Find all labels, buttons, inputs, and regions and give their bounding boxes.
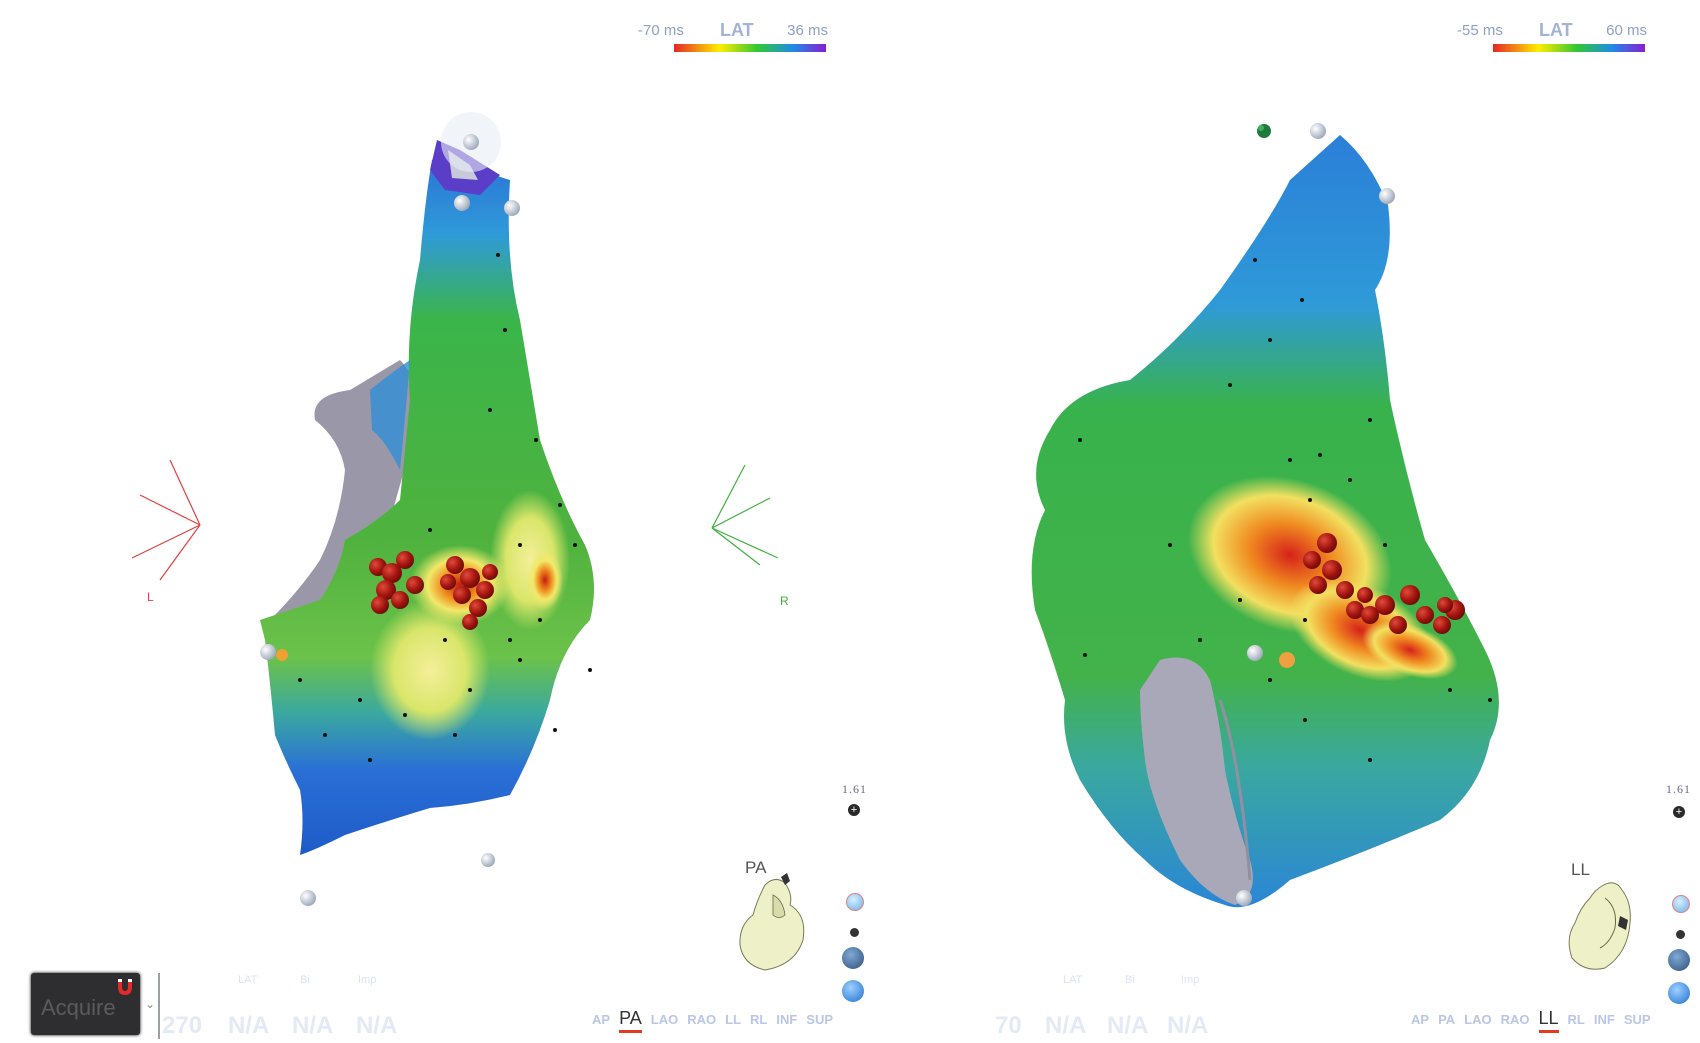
right-landmark-points[interactable] (1236, 123, 1395, 906)
left-axis-arrow (131, 459, 201, 581)
readout-value-bi: N/A (228, 1012, 270, 1039)
heart-orientation-icon[interactable] (1560, 868, 1640, 978)
right-gray-region (1140, 657, 1253, 905)
left-chamber-surface (260, 150, 594, 855)
view-orientation-label: LL (1571, 860, 1590, 879)
view-sup[interactable]: SUP (1623, 1012, 1651, 1027)
chevron-down-icon: ⌄ (145, 997, 156, 1011)
readout-header-imp: Imp (358, 974, 377, 986)
view-ap[interactable]: AP (1411, 1012, 1430, 1027)
view-rao[interactable]: RAO (1500, 1012, 1530, 1027)
readout-value-imp: N/A (292, 1012, 334, 1039)
readout-header-imp: Imp (1181, 974, 1200, 986)
right-early-activation-3 (1362, 620, 1458, 680)
view-presets: AP PA LAO RAO LL RL INF SUP (592, 1008, 834, 1033)
left-blue-region (370, 360, 410, 470)
left-map-panel: L R -70 ms LAT 36 ms 1.61 + PA LAT Bi Im… (0, 0, 866, 1043)
view-rl[interactable]: RL (1567, 1012, 1585, 1027)
legend-max: 60 ms (1606, 22, 1647, 39)
color-toggle-icon[interactable] (1672, 895, 1690, 913)
legend-colorbar (1493, 44, 1645, 52)
left-mapping-points (298, 253, 592, 762)
readout-header-bi: Bi (1125, 974, 1135, 986)
readout-header-lat: LAT (1063, 974, 1083, 986)
view-lao[interactable]: LAO (650, 1012, 679, 1027)
left-yellow-region (370, 600, 490, 740)
view-inf[interactable]: INF (776, 1012, 798, 1027)
left-landmark-points[interactable] (260, 112, 520, 906)
zoom-level: 1.61 (842, 782, 867, 796)
readout-value-lat: 270 (162, 1012, 203, 1039)
lat-legend: -55 ms LAT 60 ms (1457, 18, 1647, 58)
legend-title: LAT (1539, 20, 1573, 40)
readout-value-imp: N/A (1107, 1012, 1149, 1039)
color-toggle-icon[interactable] (846, 893, 864, 911)
legend-max: 36 ms (787, 22, 828, 39)
view-pa[interactable]: PA (619, 1008, 642, 1033)
reset-view-icon[interactable] (842, 980, 864, 1002)
view-presets: AP PA LAO RAO LL RL INF SUP (1411, 1008, 1651, 1033)
heart-view-icon[interactable] (1668, 949, 1690, 971)
right-map-panel: -55 ms LAT 60 ms 1.61 + LL LAT Bi Imp 70… (850, 0, 1700, 1043)
right-ablation-lesions[interactable] (1303, 533, 1465, 634)
legend-min: -55 ms (1457, 22, 1503, 39)
point-toggle-icon[interactable] (1676, 930, 1685, 939)
lat-legend: -70 ms LAT 36 ms (638, 18, 828, 58)
acquire-dropdown[interactable]: ⌄ (143, 973, 159, 1035)
axis-label-left: L (147, 590, 154, 604)
zoom-in-icon[interactable]: + (1673, 806, 1685, 818)
zoom-in-icon[interactable]: + (848, 804, 860, 816)
left-early-activation-2 (527, 550, 563, 610)
view-orientation-label: PA (745, 858, 767, 877)
point-toggle-icon[interactable] (850, 928, 859, 937)
view-sup[interactable]: SUP (806, 1012, 834, 1027)
readout-value-bi: N/A (1045, 1012, 1087, 1039)
right-3d-map-viewport[interactable] (850, 0, 1700, 1043)
acquire-button[interactable]: Acquire (31, 973, 140, 1035)
left-3d-map-viewport[interactable] (0, 0, 850, 1043)
reset-view-icon[interactable] (1668, 982, 1690, 1004)
heart-view-icon[interactable] (842, 947, 864, 969)
view-rao[interactable]: RAO (687, 1012, 717, 1027)
view-inf[interactable]: INF (1593, 1012, 1615, 1027)
legend-min: -70 ms (638, 22, 684, 39)
view-ll[interactable]: LL (725, 1012, 741, 1027)
legend-colorbar (674, 44, 826, 52)
magnet-icon (118, 979, 132, 995)
right-gray-ridge (1218, 699, 1252, 881)
readout-header-lat: LAT (238, 974, 258, 986)
readout-value-lat: 70 (995, 1012, 1022, 1039)
left-early-activation (410, 545, 510, 625)
heart-orientation-icon[interactable] (735, 865, 810, 975)
readout-header-bi: Bi (300, 974, 310, 986)
left-ablation-lesions[interactable] (369, 551, 498, 630)
view-ll[interactable]: LL (1538, 1008, 1559, 1033)
legend-title: LAT (720, 20, 754, 40)
axis-label-right: R (780, 594, 789, 608)
right-mapping-points (1078, 258, 1492, 762)
view-pa[interactable]: PA (1438, 1012, 1456, 1027)
readout-value-extra: N/A (356, 1012, 398, 1039)
zoom-level: 1.61 (1666, 782, 1691, 796)
view-ap[interactable]: AP (592, 1012, 611, 1027)
view-rl[interactable]: RL (749, 1012, 768, 1027)
toolbar-divider (158, 973, 160, 1039)
readout-value-extra: N/A (1167, 1012, 1209, 1039)
right-axis-arrow (711, 464, 779, 566)
view-lao[interactable]: LAO (1464, 1012, 1492, 1027)
acquire-label: Acquire (41, 995, 116, 1020)
